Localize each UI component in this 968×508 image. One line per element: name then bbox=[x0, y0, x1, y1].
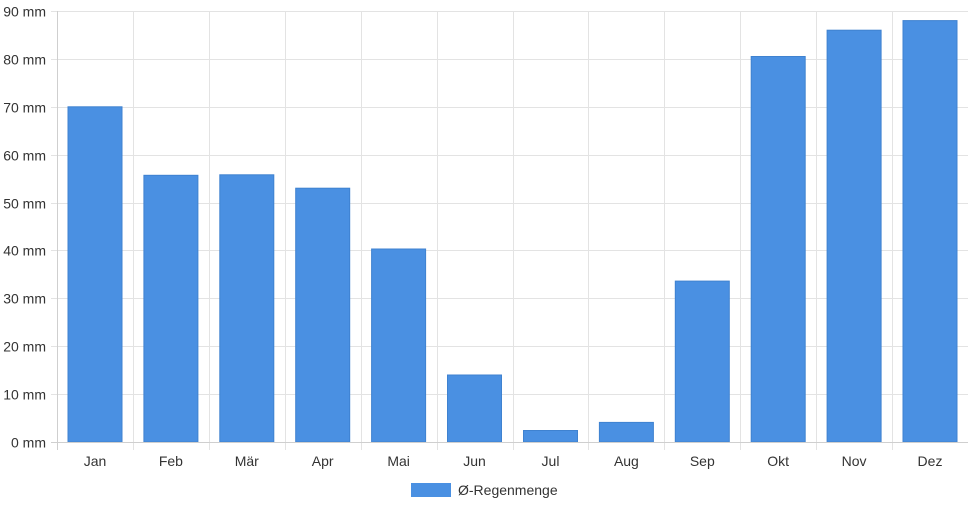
bar-mai[interactable] bbox=[371, 248, 427, 443]
axes bbox=[51, 11, 968, 450]
y-tick-label: 30 mm bbox=[3, 291, 46, 307]
y-tick-label: 80 mm bbox=[3, 52, 46, 68]
legend-label: Ø-Regenmenge bbox=[458, 482, 558, 498]
y-tick-label: 0 mm bbox=[11, 435, 46, 451]
x-tick-label: Feb bbox=[159, 453, 183, 469]
bar-feb[interactable] bbox=[143, 174, 199, 443]
y-tick-label: 70 mm bbox=[3, 100, 46, 116]
x-tick-label: Nov bbox=[842, 453, 867, 469]
y-tick-label: 10 mm bbox=[3, 387, 46, 403]
x-tick-label: Mär bbox=[235, 453, 259, 469]
legend[interactable]: Ø-Regenmenge bbox=[411, 482, 558, 498]
bar-apr[interactable] bbox=[295, 187, 351, 443]
y-tick-label: 60 mm bbox=[3, 148, 46, 164]
y-axis-tick-labels: 0 mm 10 mm 20 mm 30 mm 40 mm 50 mm 60 mm 70 mm 8… bbox=[3, 4, 46, 451]
bar-aug[interactable] bbox=[598, 421, 654, 443]
y-tick-label: 90 mm bbox=[3, 4, 46, 20]
bar-dez[interactable] bbox=[902, 20, 958, 443]
legend-swatch bbox=[411, 483, 451, 497]
x-tick-label: Jan bbox=[84, 453, 107, 469]
bar-sep[interactable] bbox=[674, 280, 730, 443]
x-tick-label: Apr bbox=[312, 453, 334, 469]
x-tick-label: Jul bbox=[542, 453, 560, 469]
y-tick-label: 50 mm bbox=[3, 196, 46, 212]
bar-okt[interactable] bbox=[750, 56, 806, 443]
y-tick-label: 20 mm bbox=[3, 339, 46, 355]
y-tick-label: 40 mm bbox=[3, 243, 46, 259]
x-tick-label: Mai bbox=[387, 453, 410, 469]
x-tick-label: Okt bbox=[767, 453, 789, 469]
bar-jan[interactable] bbox=[67, 106, 123, 443]
x-tick-label: Dez bbox=[918, 453, 943, 469]
bars bbox=[67, 20, 958, 443]
bar-nov[interactable] bbox=[826, 29, 882, 443]
x-tick-label: Aug bbox=[614, 453, 639, 469]
bar-jul[interactable] bbox=[523, 430, 578, 443]
bar-mär[interactable] bbox=[219, 174, 275, 443]
x-tick-label: Sep bbox=[690, 453, 715, 469]
bar-jun[interactable] bbox=[447, 374, 502, 443]
x-tick-label: Jun bbox=[463, 453, 486, 469]
x-axis-tick-labels: Jan Feb Mär Apr Mai Jun Jul Aug Sep Okt Nov Dez bbox=[84, 453, 943, 469]
